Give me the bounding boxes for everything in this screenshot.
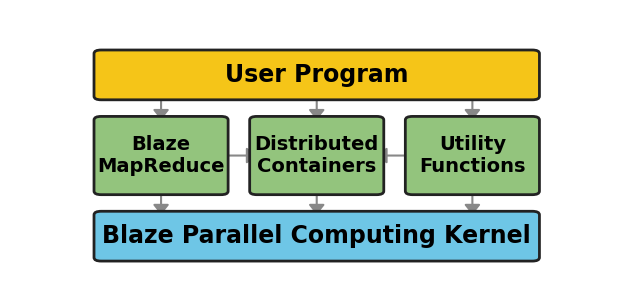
Text: User Program: User Program	[225, 63, 408, 87]
FancyBboxPatch shape	[94, 116, 228, 195]
Text: Blaze
MapReduce: Blaze MapReduce	[97, 135, 225, 176]
FancyBboxPatch shape	[405, 116, 540, 195]
Text: Utility
Functions: Utility Functions	[419, 135, 526, 176]
FancyBboxPatch shape	[94, 211, 540, 261]
FancyBboxPatch shape	[250, 116, 384, 195]
FancyBboxPatch shape	[94, 50, 540, 100]
Text: Blaze Parallel Computing Kernel: Blaze Parallel Computing Kernel	[103, 224, 531, 248]
Text: Distributed
Containers: Distributed Containers	[255, 135, 379, 176]
